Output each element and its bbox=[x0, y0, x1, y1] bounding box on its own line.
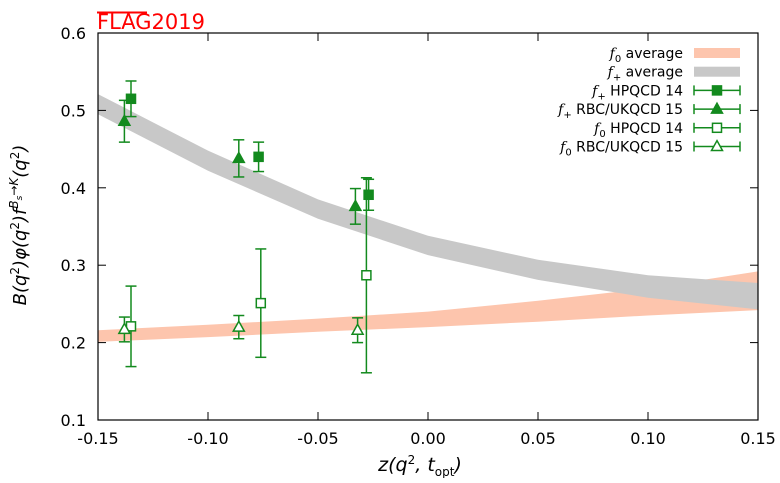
x-tick-label: 0.10 bbox=[630, 429, 666, 448]
x-tick-label: 0.15 bbox=[740, 429, 776, 448]
legend-label: f+ RBC/UKQCD 15 bbox=[557, 102, 683, 121]
y-tick-label: 0.6 bbox=[61, 24, 86, 43]
data-point bbox=[348, 198, 363, 212]
data-point bbox=[232, 319, 246, 332]
y-tick-label: 0.4 bbox=[61, 179, 86, 198]
legend-label: f+ HPQCD 14 bbox=[591, 83, 683, 102]
y-tick-label: 0.3 bbox=[61, 256, 86, 275]
data-point bbox=[350, 322, 365, 335]
flag-watermark: FLAG2019 bbox=[97, 10, 205, 34]
flag-year: 2019 bbox=[152, 10, 205, 34]
data-point bbox=[117, 113, 132, 126]
legend-swatch bbox=[694, 48, 740, 58]
data-point bbox=[253, 151, 264, 163]
series-1 bbox=[125, 80, 375, 211]
data-point bbox=[117, 322, 132, 335]
series-2 bbox=[117, 99, 363, 225]
series-3 bbox=[125, 176, 372, 374]
data-point bbox=[363, 189, 374, 201]
series-layer bbox=[117, 80, 375, 374]
data-point bbox=[255, 297, 267, 309]
x-tick-label: 0.00 bbox=[410, 429, 446, 448]
x-tick-label: 0.05 bbox=[520, 429, 556, 448]
legend-entry: f+ RBC/UKQCD 15 bbox=[557, 101, 741, 121]
x-tick-label: -0.15 bbox=[77, 429, 118, 448]
legend-marker bbox=[711, 122, 723, 134]
legend-label: f0 average bbox=[609, 46, 683, 65]
legend-marker bbox=[710, 139, 724, 152]
legend-entry: f0 HPQCD 14 bbox=[593, 121, 741, 140]
x-tick-label: -0.05 bbox=[297, 429, 338, 448]
legend-entry: f0 average bbox=[609, 46, 740, 65]
y-tick-label: 0.5 bbox=[61, 101, 86, 120]
y-tick-label: 0.1 bbox=[61, 411, 86, 430]
bands-layer bbox=[98, 94, 758, 342]
data-point bbox=[361, 270, 372, 281]
y-axis-label: B(q2)φ(q2)fBs→K(q2) bbox=[7, 145, 31, 306]
legend-marker bbox=[711, 85, 723, 96]
y-tick-label: 0.2 bbox=[61, 334, 86, 353]
legend-marker bbox=[710, 101, 724, 114]
legend-entry: f0 RBC/UKQCD 15 bbox=[559, 139, 741, 159]
legend-label: f+ average bbox=[607, 65, 683, 84]
data-point bbox=[125, 93, 137, 105]
data-point bbox=[232, 150, 246, 164]
band-fplus bbox=[98, 94, 758, 310]
legend-label: f0 RBC/UKQCD 15 bbox=[559, 140, 683, 159]
series-4 bbox=[117, 314, 365, 344]
flag-prefix: FLAG bbox=[97, 10, 152, 34]
legend-label: f0 HPQCD 14 bbox=[593, 121, 683, 140]
legend-entry: f+ average bbox=[607, 65, 740, 84]
plot-frame-layer: -0.15 -0.10 -0.05 0.00 0.05 0.10 0.15 0.1 0.2 0.3… bbox=[61, 24, 776, 448]
band-f0 bbox=[98, 271, 758, 342]
flag-logo-text: FLAG2019 bbox=[97, 10, 205, 34]
x-tick-label: -0.10 bbox=[187, 429, 228, 448]
x-axis-label: z(q2, topt) bbox=[377, 453, 462, 478]
legend-swatch bbox=[694, 66, 740, 77]
legend-entry: f+ HPQCD 14 bbox=[591, 83, 741, 102]
